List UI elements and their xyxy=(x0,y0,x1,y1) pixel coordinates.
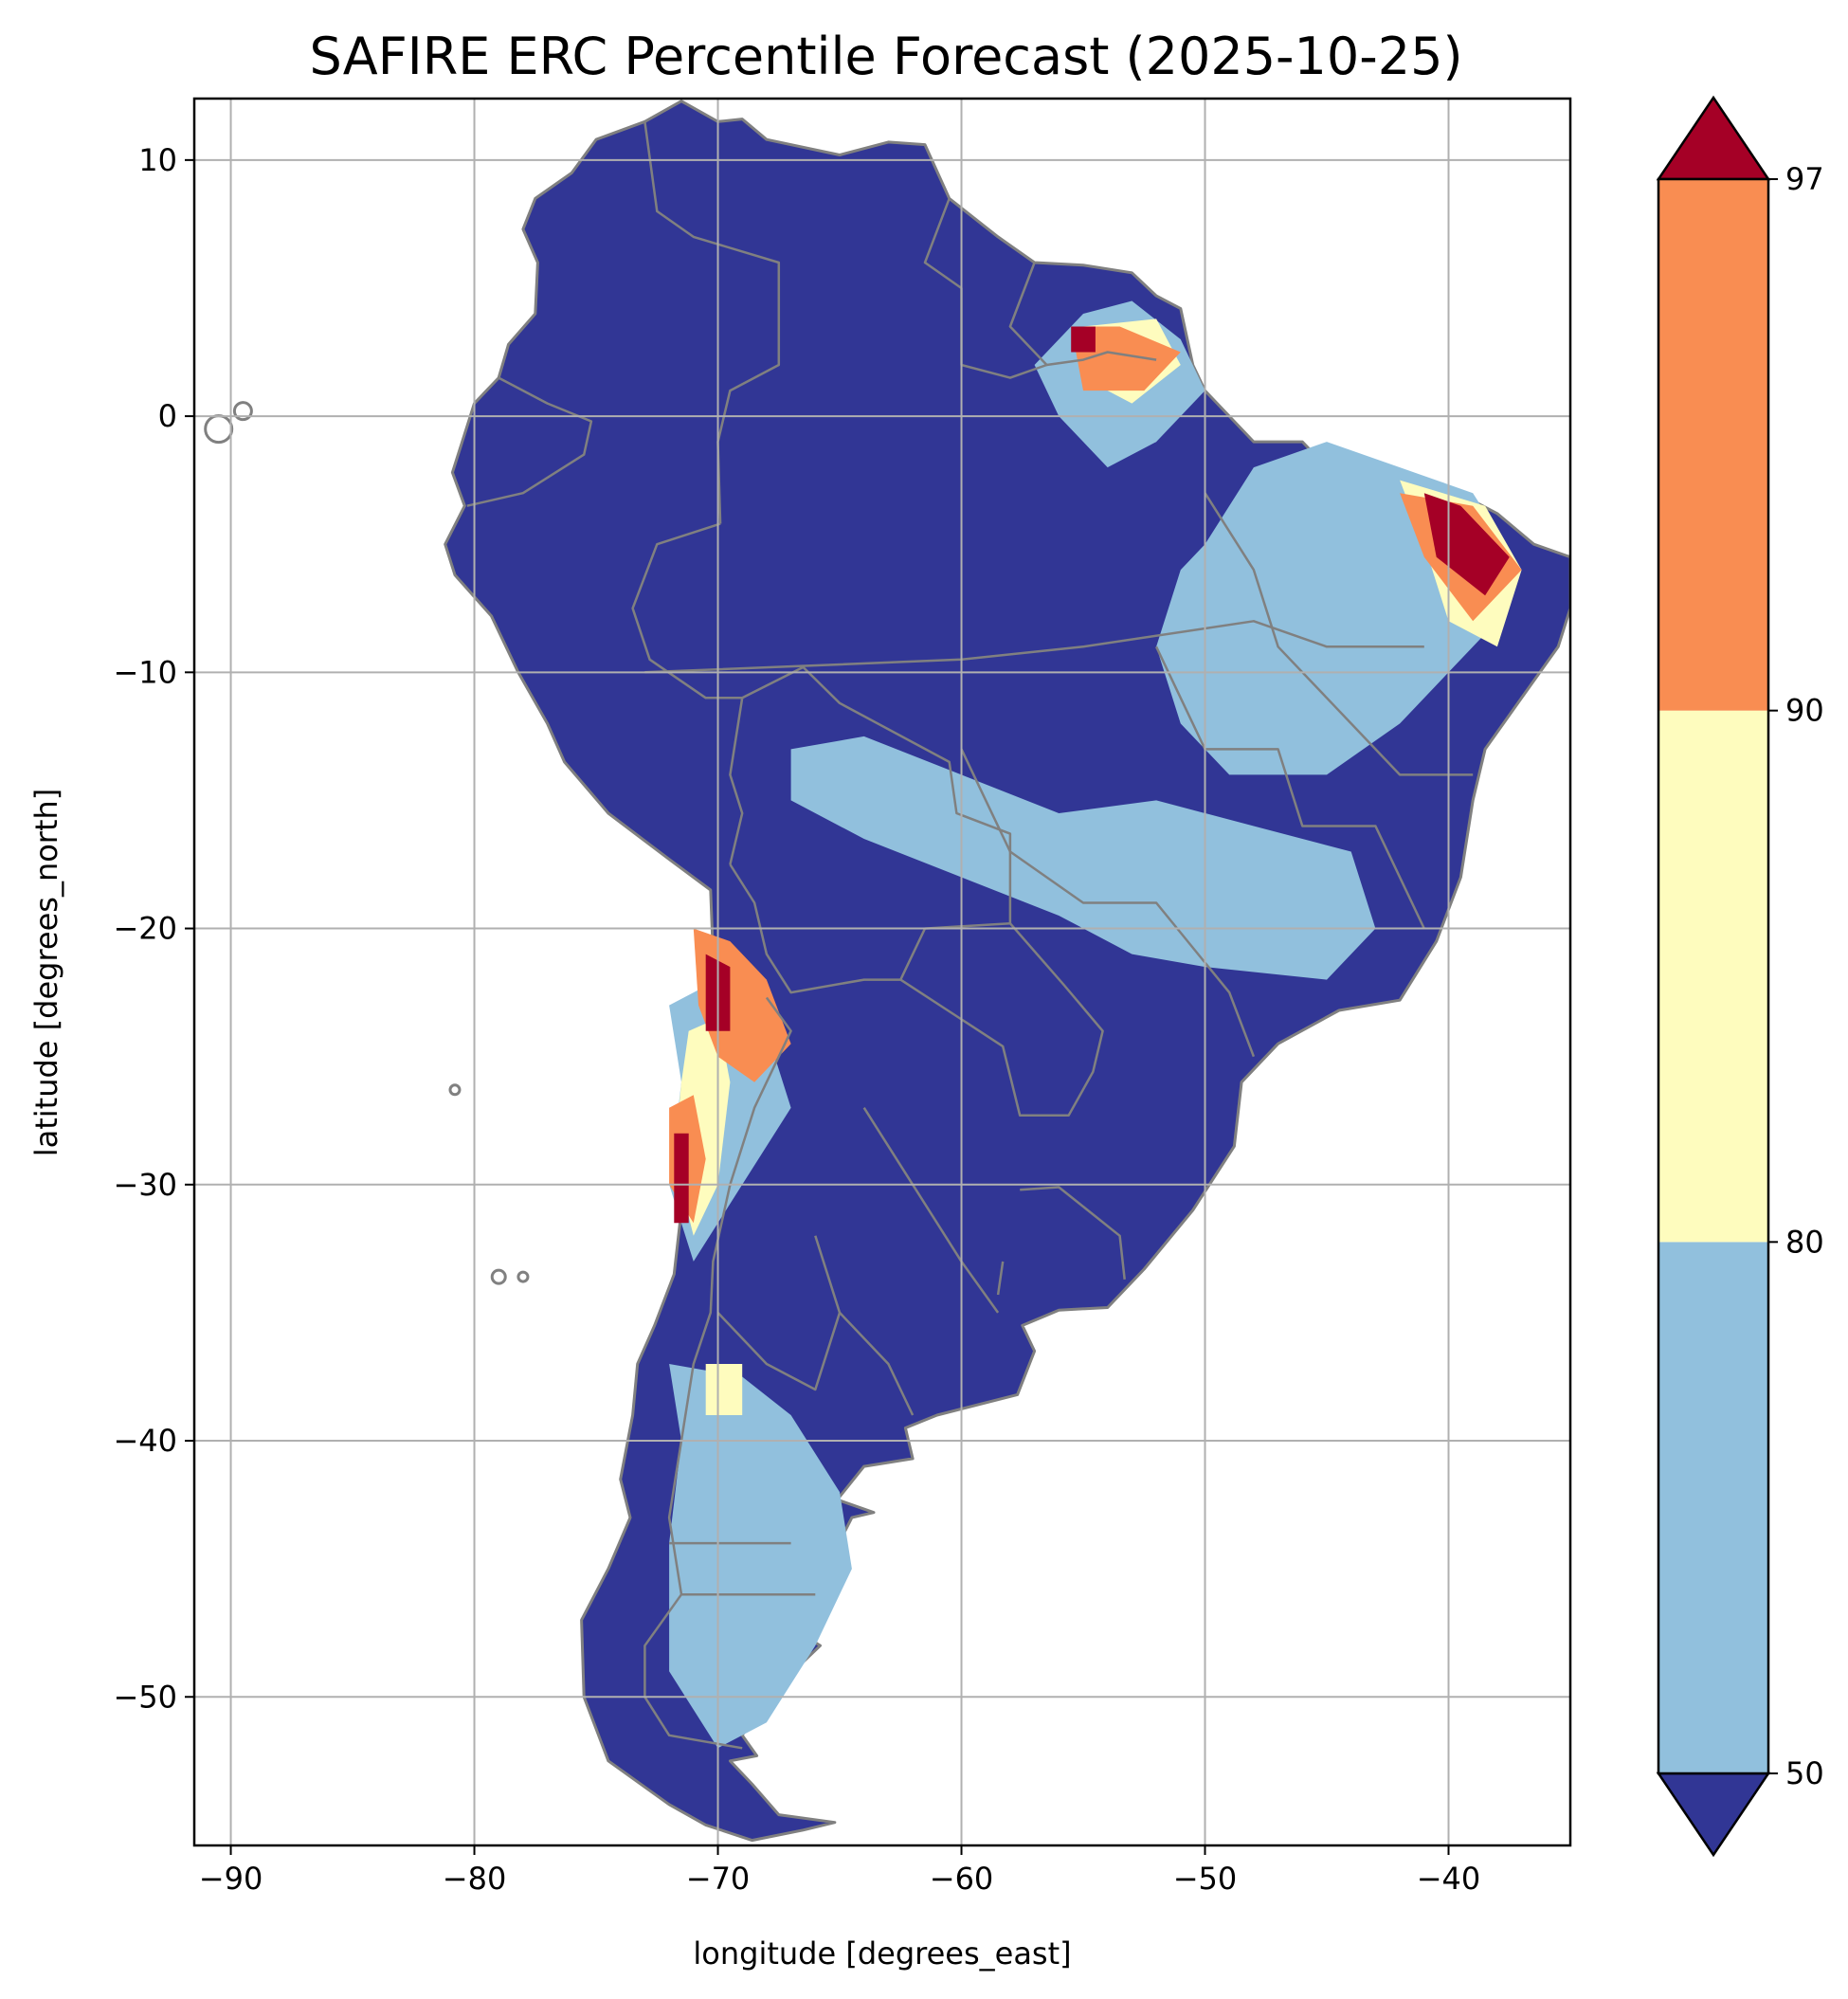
percentile-region xyxy=(1423,493,1510,596)
border-line xyxy=(862,1107,1000,1314)
colorbar-tick-label: 80 xyxy=(1785,1224,1824,1260)
island xyxy=(490,1268,507,1285)
border-line xyxy=(996,1261,1005,1296)
border-line xyxy=(1008,262,1157,367)
x-tick-label: −40 xyxy=(1417,1861,1481,1897)
x-tick-label: −50 xyxy=(1173,1861,1238,1897)
x-tick-label: −80 xyxy=(443,1861,507,1897)
border-line xyxy=(1020,1186,1126,1280)
border-line xyxy=(729,665,1012,994)
border-line xyxy=(466,376,593,507)
y-tick-label: 0 xyxy=(158,398,177,434)
y-tick-label: 10 xyxy=(138,142,177,178)
colorbar-segment xyxy=(1658,710,1768,1243)
x-tick-label: −70 xyxy=(686,1861,751,1897)
border-line xyxy=(643,121,781,524)
colorbar-extend-high xyxy=(1656,95,1771,181)
map-title: SAFIRE ERC Percentile Forecast (2025-10-… xyxy=(309,27,1462,86)
colorbar-tick-label: 50 xyxy=(1785,1755,1824,1791)
x-tick-label: −60 xyxy=(930,1861,994,1897)
y-axis-ticks: 10 0 −10 −20 −30 −40 −50 xyxy=(113,142,194,1715)
colorbar-tick-label: 97 xyxy=(1785,161,1824,197)
island xyxy=(232,401,253,422)
percentile-region xyxy=(1071,326,1181,391)
colorbar: 50 80 90 97 xyxy=(1656,95,1824,1858)
y-tick-label: −40 xyxy=(113,1423,177,1459)
y-tick-label: −30 xyxy=(113,1167,177,1203)
border-line xyxy=(839,1312,915,1416)
percentile-region xyxy=(674,1133,689,1224)
border-line xyxy=(643,996,792,1750)
island xyxy=(448,1083,462,1097)
x-tick-label: −90 xyxy=(199,1861,263,1897)
colorbar-segment xyxy=(1658,179,1768,711)
map-area xyxy=(194,99,1570,1845)
x-axis-label: longitude [degrees_east] xyxy=(693,1935,1071,1972)
colorbar-extend-low xyxy=(1656,1772,1771,1858)
y-tick-label: −50 xyxy=(113,1679,177,1715)
island xyxy=(516,1270,530,1283)
percentile-region xyxy=(1071,326,1096,353)
colorbar-segment xyxy=(1658,1242,1768,1773)
colorbar-frame xyxy=(1657,177,1770,1775)
percentile-region xyxy=(705,1364,743,1415)
percentile-region xyxy=(669,1364,852,1749)
x-axis-ticks: −90 −80 −70 −60 −50 −40 xyxy=(199,1845,1480,1897)
y-axis-label: latitude [degrees_north] xyxy=(28,789,64,1157)
border-line xyxy=(1154,645,1425,930)
border-line xyxy=(631,522,744,865)
colorbar-tick-label: 90 xyxy=(1785,693,1824,729)
axes-frame xyxy=(192,97,1572,1847)
border-line xyxy=(899,922,1104,1118)
border-line xyxy=(960,748,1256,1058)
border-line xyxy=(644,620,1424,674)
y-tick-label: −20 xyxy=(113,911,177,947)
border-line xyxy=(716,1235,842,1391)
gridlines xyxy=(194,99,1570,1845)
y-tick-label: −10 xyxy=(113,654,177,690)
percentile-region xyxy=(790,736,1376,980)
